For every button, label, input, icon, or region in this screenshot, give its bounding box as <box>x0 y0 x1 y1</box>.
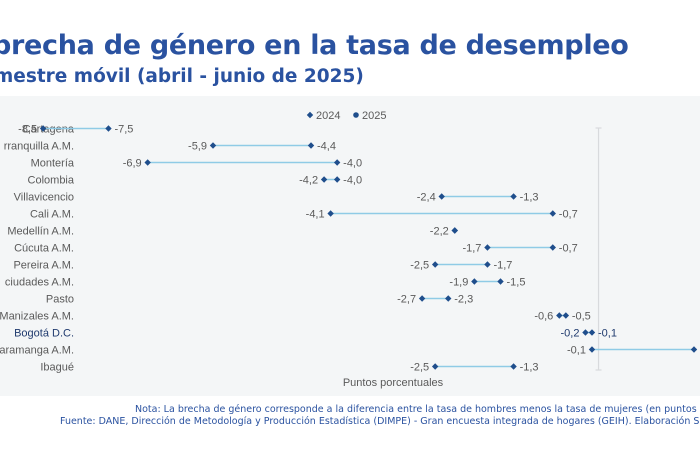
legend-label-2025: 2025 <box>362 110 386 122</box>
value-label: -4,0 <box>343 158 362 170</box>
marker-2024 <box>484 244 491 251</box>
dumbbell-chart: 2024 2025 Cartagena-8,5 -7,5 rranquilla A.M.… <box>0 110 698 389</box>
marker-2025 <box>690 346 698 353</box>
value-label: -0,1 <box>567 345 586 357</box>
marker-2024 <box>431 261 439 268</box>
value-label: -0,5 <box>572 311 591 323</box>
marker-2025 <box>497 278 504 285</box>
legend-label-2024: 2024 <box>316 110 340 122</box>
marker-2024 <box>327 210 334 217</box>
note-text: Nota: La brecha de género corresponde a … <box>135 404 700 415</box>
value-label: -4,1 <box>306 209 325 221</box>
legend-marker-2024 <box>306 111 314 119</box>
marker-2024 <box>320 176 328 183</box>
value-label: -2,4 <box>417 192 436 204</box>
marker-2025 <box>549 244 556 251</box>
value-label: -1,5 <box>507 277 526 289</box>
value-label: -2,2 <box>430 226 449 238</box>
category-label: Pereira A.M. <box>13 260 74 272</box>
marker-2024 <box>209 142 217 149</box>
value-label: -0,2 <box>560 328 579 340</box>
category-label: Manizales A.M. <box>0 311 74 323</box>
category-label: Pasto <box>46 294 74 306</box>
chart-panel: 2024 2025 Cartagena -8,5 -7,5 rranquilla A.M.… <box>0 96 700 396</box>
marker-2025 <box>333 176 341 183</box>
value-label: -0,7 <box>559 243 578 255</box>
value-label: -2,7 <box>397 294 416 306</box>
legend-marker-2025 <box>353 112 359 118</box>
value-label: -4,4 <box>317 141 336 153</box>
value-label: -2,3 <box>454 294 473 306</box>
marker-2024 <box>556 312 563 319</box>
category-label: Cúcuta A.M. <box>14 243 74 255</box>
value-label: -0,1 <box>598 328 617 340</box>
marker-2025 <box>105 125 112 132</box>
footnotes: Nota: La brecha de género corresponde a … <box>0 396 700 450</box>
category-label: Colombia <box>28 175 75 187</box>
value-label: -7,5 <box>114 124 133 136</box>
category-label: Medellín A.M. <box>7 226 74 238</box>
value-label: -1,7 <box>462 243 481 255</box>
marker-2024 <box>431 363 439 370</box>
category-label: Cali A.M. <box>30 209 74 221</box>
chart-subtitle: mestre móvil (abril - junio de 2025) <box>0 66 364 87</box>
category-label: Montería <box>31 158 75 170</box>
value-label: -5,9 <box>188 141 207 153</box>
value-label: -8,5 <box>18 124 37 136</box>
category-label: Cartagena <box>23 124 75 136</box>
value-label: -1,7 <box>493 260 512 272</box>
marker-2025 <box>445 295 452 302</box>
marker-2025 <box>333 159 341 166</box>
marker-2024 <box>471 278 478 285</box>
source-text: Fuente: DANE, Dirección de Metodología y… <box>60 416 700 427</box>
value-label: -6,9 <box>123 158 142 170</box>
category-label: rranquilla A.M. <box>4 141 74 153</box>
value-label: -4,2 <box>299 175 318 187</box>
value-label: -1,3 <box>520 362 539 374</box>
category-label: caramanga A.M. <box>0 345 74 357</box>
chart-title: brecha de género en la tasa de desempleo <box>0 30 629 61</box>
marker-2025 <box>484 261 491 268</box>
marker-2024 <box>418 295 426 302</box>
x-axis-title: Puntos porcentuales <box>343 377 444 389</box>
category-label: Villavicencio <box>14 192 74 204</box>
marker-2025 <box>510 193 517 200</box>
value-label: -1,3 <box>520 192 539 204</box>
value-label: -1,9 <box>449 277 468 289</box>
value-label: -0,6 <box>534 311 553 323</box>
marker-2024 <box>582 329 589 336</box>
marker-2025 <box>510 363 517 370</box>
marker-2025 <box>549 210 556 217</box>
category-label: Ibagué <box>40 362 74 374</box>
marker-2025 <box>451 227 458 234</box>
value-label: -4,0 <box>343 175 362 187</box>
marker-2025 <box>562 312 570 319</box>
value-label: -2,5 <box>410 362 429 374</box>
marker-2025 <box>588 329 596 336</box>
category-label: Bogotá D.C. <box>14 328 74 340</box>
marker-2024 <box>144 159 151 166</box>
value-label: -0,7 <box>559 209 578 221</box>
marker-2025 <box>307 142 315 149</box>
marker-2024 <box>438 193 445 200</box>
category-label: ciudades A.M. <box>5 277 74 289</box>
value-label: -2,5 <box>410 260 429 272</box>
marker-2024 <box>588 346 596 353</box>
